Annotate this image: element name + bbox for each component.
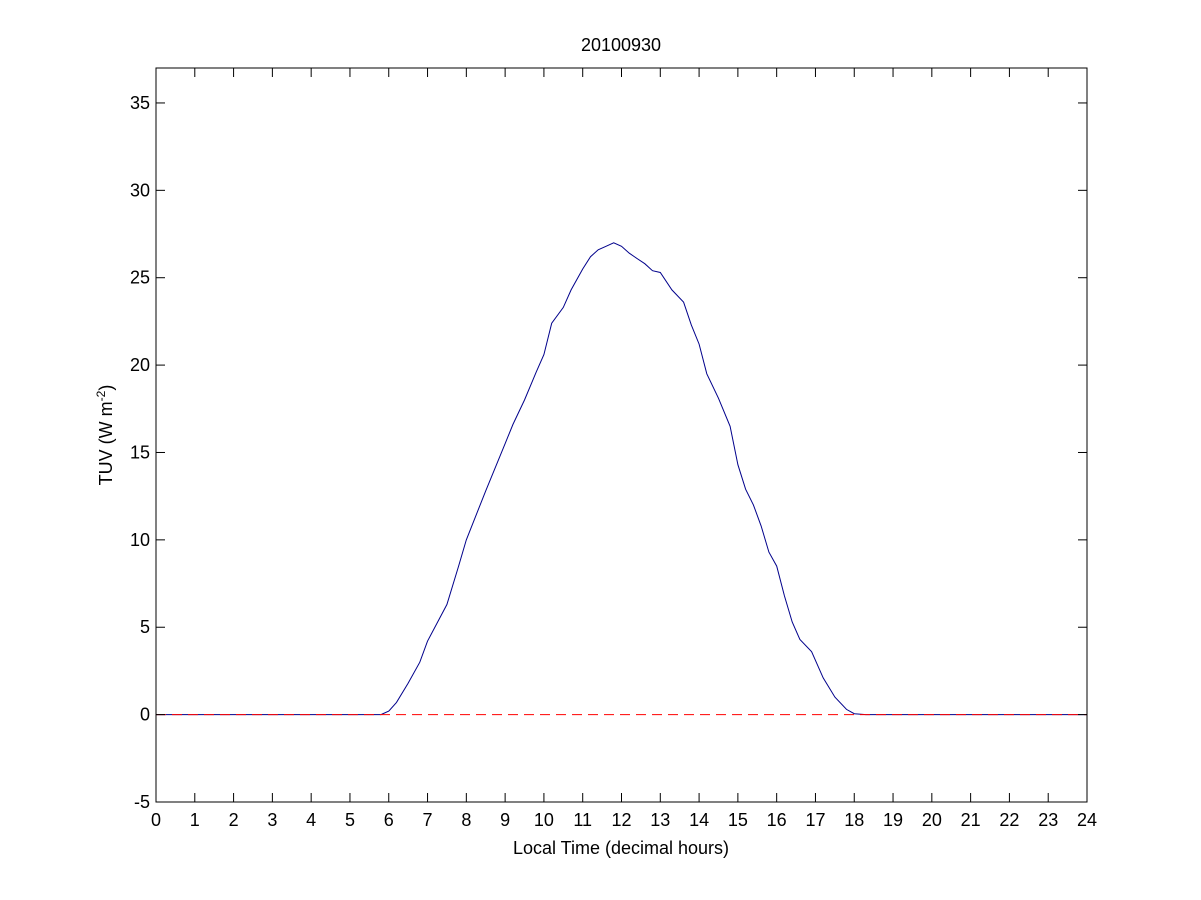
x-tick-label: 11 [573, 810, 592, 830]
tick-layer: 0 1 2 3 4 5 6 7 8 9 10 11 12 13 14 15 16 17 18 19 20 21 22 23 24… [130, 68, 1097, 830]
y-tick-label: 15 [130, 442, 150, 462]
x-tick-label: 2 [229, 810, 239, 830]
plot-area [155, 67, 1088, 803]
x-tick-label: 22 [999, 810, 1019, 830]
x-tick-label: 6 [384, 810, 394, 830]
y-axis-label-close: ) [96, 385, 116, 391]
y-tick-label: 25 [130, 268, 150, 288]
x-tick-label: 15 [728, 810, 748, 830]
tuv-series-line [156, 242, 1087, 716]
x-tick-label: 5 [345, 810, 355, 830]
x-tick-label: 1 [190, 810, 200, 830]
x-tick-label: 16 [767, 810, 787, 830]
y-axis-label-exponent: -2 [94, 390, 108, 401]
x-tick-label: 4 [306, 810, 316, 830]
x-tick-label: 12 [611, 810, 631, 830]
x-tick-label: 21 [961, 810, 981, 830]
series-layer [156, 242, 1087, 716]
y-tick-label: 10 [130, 530, 150, 550]
x-tick-label: 0 [151, 810, 161, 830]
x-tick-label: 24 [1077, 810, 1097, 830]
y-axis-label-main: TUV (W m [96, 401, 116, 485]
y-tick-label: -5 [134, 792, 150, 812]
x-tick-label: 13 [650, 810, 670, 830]
chart-title: 20100930 [581, 35, 661, 55]
y-tick-label: 30 [130, 180, 150, 200]
x-tick-label: 19 [883, 810, 903, 830]
plot-frame [155, 67, 1088, 803]
x-tick-label: 20 [922, 810, 942, 830]
y-tick-label: 5 [140, 617, 150, 637]
x-tick-label: 18 [844, 810, 864, 830]
y-axis-label: TUV (W m-2) [94, 385, 116, 486]
x-tick-label: 23 [1038, 810, 1058, 830]
x-tick-label: 9 [500, 810, 510, 830]
y-tick-label: 35 [130, 93, 150, 113]
x-tick-label: 7 [423, 810, 433, 830]
x-tick-label: 17 [805, 810, 825, 830]
x-axis-label: Local Time (decimal hours) [513, 838, 729, 858]
x-tick-label: 10 [534, 810, 554, 830]
y-tick-label: 0 [140, 705, 150, 725]
x-tick-label: 14 [689, 810, 709, 830]
y-tick-label: 20 [130, 355, 150, 375]
x-tick-label: 3 [267, 810, 277, 830]
x-tick-label: 8 [461, 810, 471, 830]
